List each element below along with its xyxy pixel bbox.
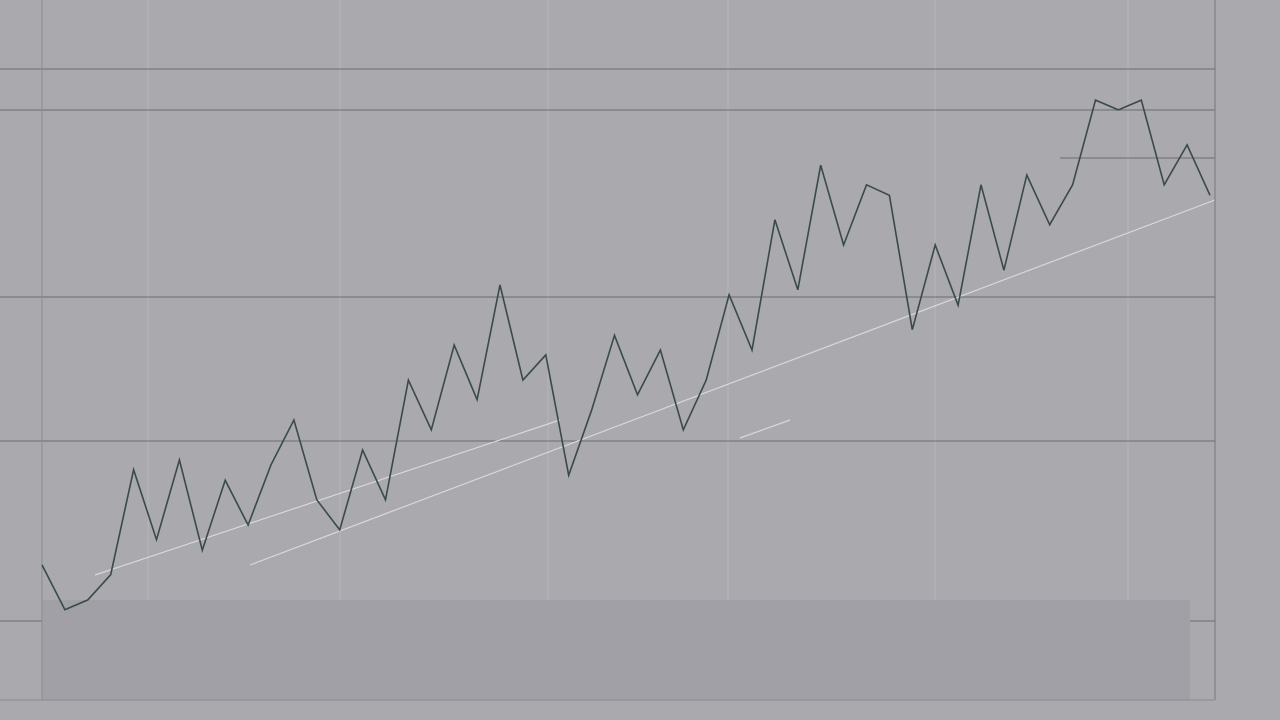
- trend-lines: [94, 199, 1216, 576]
- price-line: [41, 99, 1211, 611]
- trend-line: [249, 199, 1216, 566]
- trend-line: [94, 419, 561, 576]
- trend-line: [739, 419, 791, 439]
- vertical-grid: [147, 0, 1129, 700]
- volume-area: [42, 600, 1190, 700]
